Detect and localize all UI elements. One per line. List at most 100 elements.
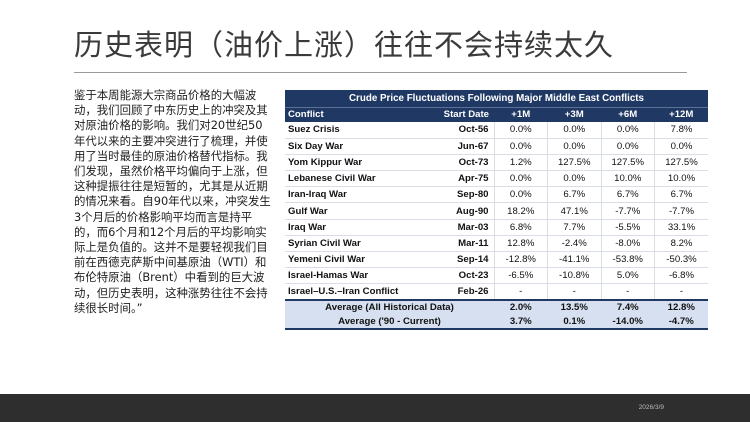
table-title-row: Crude Price Fluctuations Following Major… — [285, 90, 708, 107]
change-6m-cell: 127.5% — [600, 154, 655, 172]
change-3m-cell: 7.7% — [547, 219, 601, 236]
table-row: Syrian Civil War Mar-11 12.8% -2.4% -8.0% 8.2… — [285, 235, 708, 253]
change-1m-cell: 18.2% — [493, 202, 548, 220]
change-6m-cell: -5.5% — [600, 219, 655, 236]
start-date-cell: Oct-73 — [433, 154, 494, 172]
conflict-cell: Suez Crisis — [285, 122, 433, 139]
change-6m-cell: 0.0% — [600, 122, 655, 139]
average-6m-cell: -14.0% — [601, 314, 655, 331]
table-row: Yom Kippur War Oct-73 1.2% 127.5% 127.5% 127.… — [285, 154, 708, 172]
title-divider — [74, 72, 687, 73]
change-12m-cell: 10.0% — [654, 170, 708, 188]
change-6m-cell: 6.7% — [600, 186, 655, 204]
start-date-cell: Aug-90 — [433, 202, 494, 220]
column-header-12m: +12M — [654, 106, 708, 122]
average-12m-cell: 12.8% — [654, 299, 708, 315]
change-12m-cell: 7.8% — [654, 122, 708, 139]
change-1m-cell: -12.8% — [493, 251, 548, 269]
change-1m-cell: 0.0% — [493, 122, 548, 139]
conflict-cell: Gulf War — [285, 202, 433, 220]
table-row: Suez Crisis Oct-56 0.0% 0.0% 0.0% 7.8% — [285, 122, 708, 139]
slide-title: 历史表明（油价上涨）往往不会持续太久 — [74, 28, 615, 62]
change-3m-cell: -41.1% — [547, 251, 601, 269]
table-row: Israel–U.S.–Iran Conflict Feb-26- - - - — [285, 283, 708, 301]
start-date-cell: Mar-03 — [433, 219, 494, 236]
table-row: Iraq War Mar-03 6.8% 7.7% -5.5% 33.1% — [285, 219, 708, 236]
average-label: Average ('90 - Current) — [285, 314, 494, 331]
start-date-cell: Jun-67 — [433, 138, 494, 155]
change-1m-cell: 0.0% — [493, 138, 548, 155]
average-label: Average (All Historical Data) — [285, 299, 494, 315]
conflict-cell: Israel–U.S.–Iran Conflict — [285, 283, 433, 301]
change-1m-cell: 0.0% — [493, 186, 548, 204]
table-title: Crude Price Fluctuations Following Major… — [285, 90, 708, 107]
table-row: Iran-Iraq War Sep-80 0.0% 6.7% 6.7% 6.7% — [285, 186, 708, 204]
conflict-table: Crude Price Fluctuations Following Major… — [285, 90, 708, 331]
change-1m-cell: 0.0% — [493, 170, 548, 188]
conflict-cell: Yemeni Civil War — [285, 251, 433, 269]
table-row: Lebanese Civil War Apr-75 0.0% 0.0% 10.0% 10.… — [285, 170, 708, 188]
start-date-cell: Apr-75 — [433, 170, 494, 188]
change-3m-cell: -10.8% — [547, 267, 601, 285]
average-3m-cell: 13.5% — [547, 299, 601, 315]
footer-bar: 2026/3/9 — [0, 394, 750, 422]
conflict-cell: Syrian Civil War — [285, 235, 433, 253]
change-1m-cell: -6.5% — [493, 267, 548, 285]
footer-date: 2026/3/9 — [638, 404, 664, 411]
average-row: Average ('90 - Current) 3.7% 0.1% -14.0% -4.… — [285, 314, 708, 331]
column-header-start-date: Start Date — [433, 106, 494, 122]
change-12m-cell: -7.7% — [654, 202, 708, 220]
conflict-cell: Iran-Iraq War — [285, 186, 433, 204]
change-12m-cell: 33.1% — [654, 219, 708, 236]
column-header-6m: +6M — [601, 106, 655, 122]
change-3m-cell: - — [547, 283, 601, 301]
table-row: Gulf War Aug-90 18.2% 47.1% -7.7% -7.7% — [285, 202, 708, 220]
change-12m-cell: 6.7% — [654, 186, 708, 204]
crude-price-table: Crude Price Fluctuations Following Major… — [285, 90, 708, 331]
change-3m-cell: 0.0% — [547, 138, 601, 155]
change-3m-cell: 0.0% — [547, 122, 601, 139]
average-12m-cell: -4.7% — [654, 314, 708, 331]
change-6m-cell: -53.8% — [600, 251, 655, 269]
table-row: Yemeni Civil War Sep-14 -12.8% -41.1% -53.8%… — [285, 251, 708, 269]
start-date-cell: Oct-23 — [433, 267, 494, 285]
start-date-cell: Oct-56 — [433, 122, 494, 139]
average-1m-cell: 3.7% — [494, 314, 548, 331]
change-3m-cell: -2.4% — [547, 235, 601, 253]
change-6m-cell: 0.0% — [600, 138, 655, 155]
conflict-cell: Yom Kippur War — [285, 154, 433, 172]
change-3m-cell: 127.5% — [547, 154, 601, 172]
change-1m-cell: 12.8% — [493, 235, 548, 253]
conflict-cell: Lebanese Civil War — [285, 170, 433, 188]
change-12m-cell: 127.5% — [654, 154, 708, 172]
conflict-cell: Iraq War — [285, 219, 433, 236]
average-row: Average (All Historical Data) 2.0% 13.5% 7.… — [285, 299, 708, 315]
change-6m-cell: -7.7% — [600, 202, 655, 220]
average-1m-cell: 2.0% — [494, 299, 548, 315]
table-header-row: Conflict Start Date +1M +3M +6M +12M — [285, 106, 708, 122]
conflict-cell: Six Day War — [285, 138, 433, 155]
body-paragraph: 鉴于本周能源大宗商品价格的大幅波动，我们回顾了中东历史上的冲突及其对原油价格的影… — [74, 88, 271, 315]
change-3m-cell: 0.0% — [547, 170, 601, 188]
change-6m-cell: 5.0% — [600, 267, 655, 285]
average-6m-cell: 7.4% — [601, 299, 655, 315]
change-12m-cell: 8.2% — [654, 235, 708, 253]
change-6m-cell: - — [600, 283, 655, 301]
column-header-3m: +3M — [547, 106, 601, 122]
change-6m-cell: -8.0% — [600, 235, 655, 253]
change-1m-cell: 6.8% — [493, 219, 548, 236]
change-12m-cell: 0.0% — [654, 138, 708, 155]
table-row: Six Day War Jun-67 0.0% 0.0% 0.0% 0.0% — [285, 138, 708, 155]
start-date-cell: Sep-14 — [433, 251, 494, 269]
change-6m-cell: 10.0% — [600, 170, 655, 188]
change-3m-cell: 6.7% — [547, 186, 601, 204]
change-1m-cell: - — [493, 283, 548, 301]
change-1m-cell: 1.2% — [493, 154, 548, 172]
table-row: Israel-Hamas War Oct-23 -6.5% -10.8% 5.0% -6.… — [285, 267, 708, 285]
column-header-conflict: Conflict — [285, 106, 433, 122]
conflict-cell: Israel-Hamas War — [285, 267, 433, 285]
change-12m-cell: -50.3% — [654, 251, 708, 269]
change-12m-cell: -6.8% — [654, 267, 708, 285]
change-12m-cell: - — [654, 283, 708, 301]
start-date-cell: Feb-26 — [433, 283, 494, 301]
